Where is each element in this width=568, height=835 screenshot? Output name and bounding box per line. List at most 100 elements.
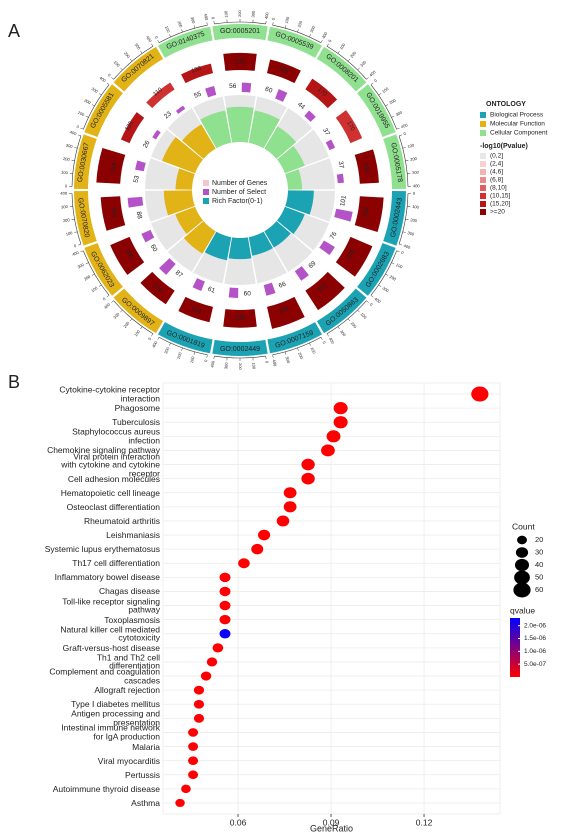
dot <box>193 685 205 695</box>
axis-tick-label: 100 <box>381 86 390 94</box>
axis-tick-label: 400 <box>69 129 78 136</box>
axis-arc <box>113 300 154 334</box>
axis-tick-label: 400 <box>60 191 68 196</box>
dot <box>212 643 224 653</box>
legend-label: (6,8] <box>490 177 503 184</box>
axis-tick-label: 400 <box>145 35 153 44</box>
y-tick-label: Leishmaniasis <box>106 529 160 540</box>
y-tick-label: Graft-versus-host disease <box>62 642 160 653</box>
axis-tick-label: 300 <box>190 16 197 25</box>
axis-tick-label: 100 <box>189 355 196 364</box>
legend-label: Cellular Component <box>490 130 548 137</box>
axis-arc <box>158 336 208 356</box>
legend-key <box>480 153 486 159</box>
term-band <box>316 46 367 92</box>
y-tick-label: Toxoplasmosis <box>104 614 160 625</box>
select-bar <box>192 278 205 291</box>
axis-tick-label: 0 <box>203 358 208 362</box>
legend-label: (0,2] <box>490 153 503 160</box>
axis-tick-label: 100 <box>77 110 86 118</box>
axis-tick <box>347 318 351 322</box>
term-band <box>158 322 213 354</box>
select-bar <box>228 287 239 298</box>
axis-tick <box>80 250 84 253</box>
panel-label: B <box>8 372 20 392</box>
axis-tick <box>320 337 323 340</box>
genes-bar <box>140 271 175 305</box>
legend-title: qvalue <box>510 605 535 615</box>
axis-tick-label: 200 <box>388 97 397 105</box>
axis-tick <box>106 295 110 298</box>
axis-tick-label: 300 <box>77 262 86 270</box>
legend-key <box>480 209 486 215</box>
axis-arc <box>370 250 397 296</box>
y-tick-label: Rheumatoid arthritis <box>83 515 160 526</box>
term-band <box>212 339 268 357</box>
select-label: 66 <box>278 281 288 290</box>
select-label: 26 <box>142 139 152 149</box>
legend-label: (10,15] <box>490 193 510 200</box>
rich-bar <box>228 237 252 260</box>
y-tick-label: Autoimmune thyroid disease <box>52 783 160 794</box>
axis-tick-label: 200 <box>122 320 131 329</box>
axis-tick-label: 100 <box>251 362 257 370</box>
legend-label: >=20 <box>490 209 505 216</box>
axis-tick <box>181 29 183 33</box>
axis-tick-label: 300 <box>412 169 420 175</box>
size-label: 60 <box>535 585 543 594</box>
axis-tick-label: 400 <box>321 30 329 39</box>
genes-bar <box>120 112 145 144</box>
term-band <box>74 191 97 246</box>
axis-tick-label: 300 <box>112 311 121 320</box>
select-bar <box>325 139 336 151</box>
select-label: 101 <box>339 195 348 207</box>
color-bar <box>510 618 520 677</box>
rich-bar <box>175 168 195 190</box>
axis-tick-label: 200 <box>83 98 92 106</box>
axis-tick-label: 200 <box>297 352 304 361</box>
select-bar <box>319 240 335 256</box>
genes-bar <box>146 82 175 109</box>
axis-tick-label: 0 <box>413 191 416 196</box>
axis-tick <box>71 218 75 220</box>
axis-tick-label: 0 <box>147 336 153 341</box>
dot <box>219 600 231 611</box>
legend-key <box>480 201 486 207</box>
dot <box>257 529 271 541</box>
axis-tick-label: 300 <box>91 86 100 94</box>
dot <box>321 444 335 457</box>
axis-tick-label: 200 <box>389 274 398 282</box>
term-band <box>84 242 123 296</box>
rich-bar <box>182 124 216 159</box>
axis-tick-label: 400 <box>264 11 270 19</box>
y-tick-label: Hematopoietic cell lineage <box>60 487 160 498</box>
axis-tick <box>337 50 340 54</box>
select-bar <box>241 82 252 93</box>
y-tick-label: Phagosome <box>114 402 160 413</box>
legend-label: (8,10] <box>490 185 507 192</box>
size-key <box>514 558 530 572</box>
color-tick-label: 5.0e-07 <box>524 661 546 668</box>
axis-arc <box>83 250 110 296</box>
size-label: 50 <box>535 572 543 581</box>
legend-key <box>480 161 486 167</box>
select-label: 44 <box>296 101 306 111</box>
genes-label: 310 <box>317 283 329 294</box>
rich-bar <box>226 106 254 143</box>
genes-label: 318 <box>363 206 371 218</box>
axis-tick-label: 300 <box>395 109 404 117</box>
genes-label: 260 <box>110 207 118 219</box>
select-bar <box>127 196 144 208</box>
axis-tick-label: 400 <box>103 301 112 310</box>
axis-tick <box>284 25 287 29</box>
y-tick-label: Complement and coagulation cascades <box>49 666 160 686</box>
axis-tick <box>80 127 84 130</box>
axis-tick <box>297 29 299 33</box>
axis-tick <box>120 309 123 313</box>
genes-bar <box>354 149 379 184</box>
y-tick-label: Th17 cell differentiation <box>72 558 160 568</box>
axis-tick <box>405 160 409 162</box>
genes-label: 280 <box>124 248 135 260</box>
axis-tick <box>111 77 114 80</box>
rich-bar <box>248 110 280 149</box>
